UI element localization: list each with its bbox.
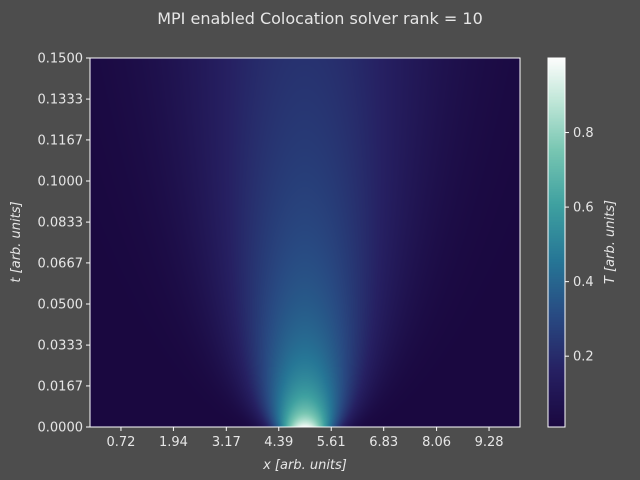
y-tick-label: 0.1167	[38, 133, 84, 148]
y-tick-label: 0.0667	[38, 256, 84, 271]
x-axis-ticks: 0.72 1.94 3.17 4.39 5.61 6.83 8.06 9.28	[106, 427, 504, 450]
y-tick-label: 0.1000	[38, 175, 84, 190]
x-tick-label: 5.61	[317, 435, 346, 450]
heatmap-plot-area	[89, 57, 521, 428]
x-axis-label: x [arb. units]	[262, 458, 347, 473]
y-axis-ticks: 0.0000 0.0167 0.0333 0.0500 0.0667 0.0833 0.10…	[38, 52, 90, 436]
y-tick-label: 0.0500	[38, 298, 84, 313]
x-tick-label: 1.94	[159, 435, 188, 450]
x-tick-label: 0.72	[106, 435, 135, 450]
y-tick-label: 0.0000	[38, 421, 84, 436]
y-tick-label: 0.1333	[38, 93, 84, 108]
plot-frame	[89, 57, 521, 428]
colorbar-ticks: 0.2 0.4 0.6 0.8	[565, 126, 594, 365]
heatmap-canvas	[90, 58, 520, 427]
colorbar-tick-label: 0.6	[573, 201, 594, 216]
chart-title: MPI enabled Colocation solver rank = 10	[157, 9, 483, 28]
colorbar-tick-label: 0.2	[573, 350, 594, 365]
x-tick-label: 4.39	[264, 435, 293, 450]
colorbar-gradient	[548, 58, 565, 427]
x-tick-label: 9.28	[475, 435, 504, 450]
y-tick-label: 0.1500	[38, 52, 84, 67]
colorbar-frame	[547, 57, 566, 428]
colorbar: 0.2 0.4 0.6 0.8	[547, 57, 594, 428]
x-tick-label: 8.06	[422, 435, 451, 450]
x-tick-label: 6.83	[369, 435, 398, 450]
y-tick-label: 0.0333	[38, 339, 84, 354]
y-tick-label: 0.0167	[38, 379, 84, 394]
colorbar-tick-label: 0.4	[573, 275, 594, 290]
colorbar-tick-label: 0.8	[573, 126, 594, 141]
x-tick-label: 3.17	[212, 435, 241, 450]
y-tick-label: 0.0833	[38, 216, 84, 231]
colorbar-label: T [arb. units]	[603, 200, 618, 284]
y-axis-label: t [arb. units]	[9, 201, 24, 282]
